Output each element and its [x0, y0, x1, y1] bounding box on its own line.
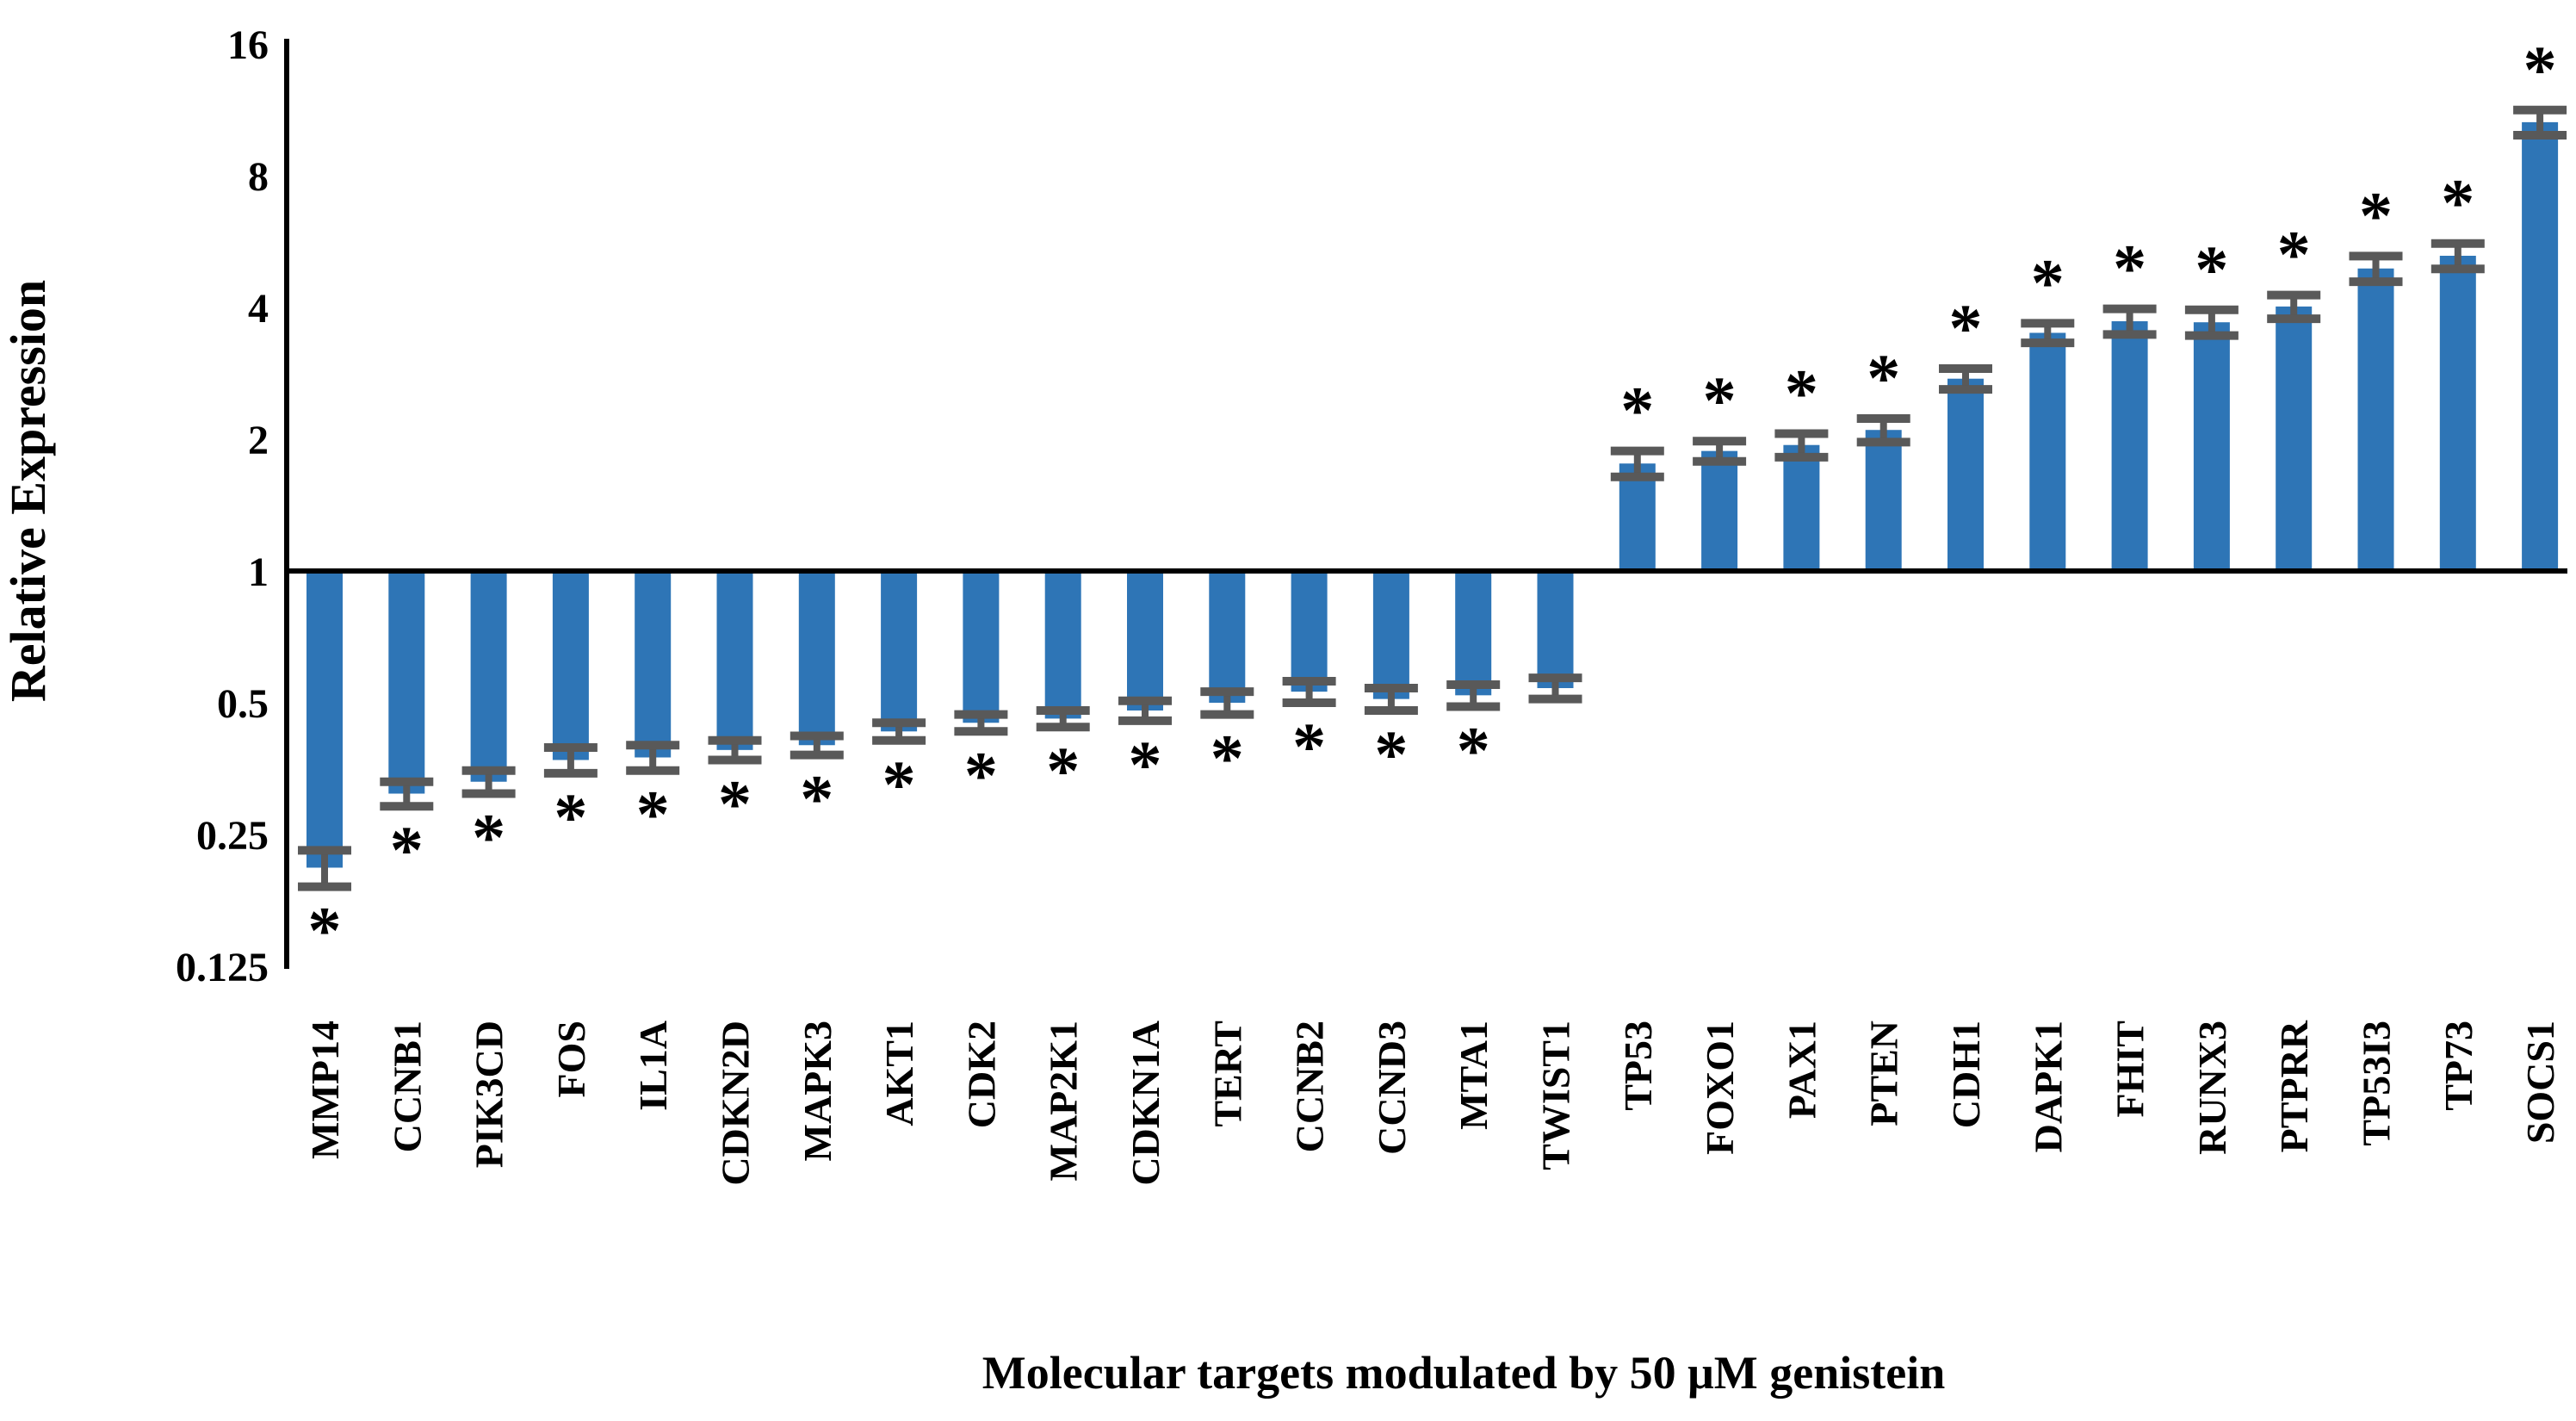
bar-CDK2 — [963, 571, 1000, 723]
bar-MAPK3 — [798, 571, 835, 746]
significance-asterisk-CCND3: * — [1374, 717, 1408, 791]
significance-asterisk-TP53: * — [1620, 373, 1654, 448]
bar-CDKN2D — [716, 571, 753, 750]
bar-TP53I3 — [2357, 268, 2394, 571]
bar-AKT1 — [881, 571, 918, 732]
x-tick-label-MAP2K1: MAP2K1 — [1042, 1021, 1086, 1182]
y-tick-label-1: 1 — [248, 549, 269, 595]
y-tick-label-0.125: 0.125 — [176, 945, 269, 990]
x-tick-label-PTPRR: PTPRR — [2272, 1020, 2316, 1152]
label-layer: * MMP14 * CCNB1 * PIK3CD * FOS * IL1A * CDKN2D * MAPK… — [176, 22, 2562, 1186]
x-tick-label-IL1A: IL1A — [631, 1021, 675, 1111]
significance-asterisk-PAX1: * — [1785, 355, 1818, 430]
bar-FOXO1 — [1701, 450, 1738, 571]
x-tick-label-MAPK3: MAPK3 — [796, 1021, 839, 1162]
significance-asterisk-AKT1: * — [882, 747, 916, 822]
y-tick-label-0.5: 0.5 — [217, 681, 269, 727]
x-tick-label-CDKN1A: CDKN1A — [1124, 1021, 1167, 1186]
x-tick-label-RUNX3: RUNX3 — [2190, 1021, 2234, 1155]
significance-asterisk-CDK2: * — [964, 737, 998, 812]
bar-PTEN — [1865, 430, 1902, 571]
bar-IL1A — [635, 571, 672, 758]
x-tick-label-CCNB1: CCNB1 — [385, 1021, 429, 1152]
y-axis-title: Relative Expression — [0, 280, 56, 702]
bar-FOS — [552, 571, 589, 760]
x-tick-label-MMP14: MMP14 — [303, 1021, 347, 1159]
x-tick-label-CDH1: CDH1 — [1944, 1021, 1988, 1128]
significance-asterisk-CCNB2: * — [1292, 709, 1326, 784]
x-tick-label-TP53: TP53 — [1616, 1021, 1660, 1111]
significance-asterisk-CDH1: * — [1949, 290, 1983, 365]
significance-asterisk-MMP14: * — [308, 893, 342, 968]
x-tick-label-FOS: FOS — [549, 1021, 593, 1097]
significance-asterisk-PTEN: * — [1867, 340, 1900, 415]
significance-asterisk-PTPRR: * — [2277, 217, 2311, 292]
bar-TWIST1 — [1537, 571, 1574, 689]
bar-MTA1 — [1455, 571, 1492, 696]
bar-RUNX3 — [2193, 322, 2230, 571]
significance-asterisk-FOXO1: * — [1703, 363, 1737, 437]
x-tick-label-AKT1: AKT1 — [877, 1021, 921, 1126]
x-tick-label-CDKN2D: CDKN2D — [714, 1021, 758, 1186]
y-tick-label-8: 8 — [248, 154, 269, 200]
x-tick-label-CDK2: CDK2 — [959, 1021, 1003, 1128]
bar-MMP14 — [307, 571, 343, 868]
bar-TERT — [1209, 571, 1246, 703]
x-tick-label-SOCS1: SOCS1 — [2518, 1021, 2562, 1144]
significance-asterisk-CCNB1: * — [390, 812, 424, 887]
bar-MAP2K1 — [1044, 571, 1081, 719]
bar-SOCS1 — [2522, 121, 2559, 571]
bar-CDH1 — [1947, 378, 1984, 571]
x-axis-title: Molecular targets modulated by 50 μM gen… — [982, 1347, 1946, 1399]
x-tick-label-CCNB2: CCNB2 — [1288, 1021, 1332, 1152]
significance-asterisk-IL1A: * — [636, 777, 670, 852]
bar-TP53 — [1619, 463, 1656, 571]
significance-asterisk-SOCS1: * — [2523, 32, 2557, 107]
bars-layer — [298, 105, 2567, 891]
bar-CDKN1A — [1127, 571, 1163, 711]
y-tick-label-0.25: 0.25 — [196, 813, 269, 859]
significance-asterisk-FOS: * — [554, 779, 587, 854]
axis-layer — [284, 39, 2567, 969]
significance-asterisk-CDKN2D: * — [718, 766, 752, 841]
significance-asterisk-TP53I3: * — [2359, 177, 2393, 252]
y-tick-label-16: 16 — [227, 22, 269, 68]
x-tick-label-PTEN: PTEN — [1862, 1021, 1906, 1126]
x-tick-label-TWIST1: TWIST1 — [1534, 1021, 1578, 1170]
x-tick-label-FHIT: FHIT — [2108, 1021, 2152, 1117]
significance-asterisk-TERT: * — [1211, 721, 1244, 796]
bar-CCNB2 — [1291, 571, 1328, 692]
significance-asterisk-CDKN1A: * — [1129, 727, 1162, 802]
bar-FHIT — [2111, 321, 2148, 571]
bar-TP73 — [2439, 255, 2476, 571]
significance-asterisk-RUNX3: * — [2195, 232, 2228, 307]
bar-CCND3 — [1372, 571, 1409, 699]
x-tick-label-TERT: TERT — [1205, 1021, 1249, 1127]
x-tick-label-MTA1: MTA1 — [1452, 1021, 1495, 1130]
x-tick-label-FOXO1: FOXO1 — [1698, 1021, 1742, 1155]
significance-asterisk-FHIT: * — [2113, 231, 2146, 306]
significance-asterisk-MAP2K1: * — [1046, 733, 1080, 808]
significance-asterisk-DAPK1: * — [2031, 245, 2065, 320]
bar-PAX1 — [1783, 444, 1820, 571]
significance-asterisk-MTA1: * — [1457, 712, 1490, 787]
x-tick-label-PIK3CD: PIK3CD — [468, 1021, 511, 1168]
x-tick-label-PAX1: PAX1 — [1780, 1021, 1824, 1119]
bar-DAPK1 — [2029, 332, 2066, 571]
significance-asterisk-MAPK3: * — [800, 761, 833, 836]
x-tick-label-DAPK1: DAPK1 — [2026, 1021, 2070, 1152]
x-tick-label-CCND3: CCND3 — [1370, 1021, 1414, 1155]
x-tick-label-TP53I3: TP53I3 — [2355, 1021, 2399, 1146]
bar-CCNB1 — [388, 571, 425, 794]
bar-PIK3CD — [470, 571, 507, 782]
y-tick-label-4: 4 — [248, 286, 269, 332]
significance-asterisk-PIK3CD: * — [472, 800, 505, 875]
y-tick-label-2: 2 — [248, 418, 269, 463]
bar-PTPRR — [2276, 306, 2313, 571]
x-tick-label-TP73: TP73 — [2437, 1021, 2480, 1111]
significance-asterisk-TP73: * — [2441, 165, 2474, 240]
